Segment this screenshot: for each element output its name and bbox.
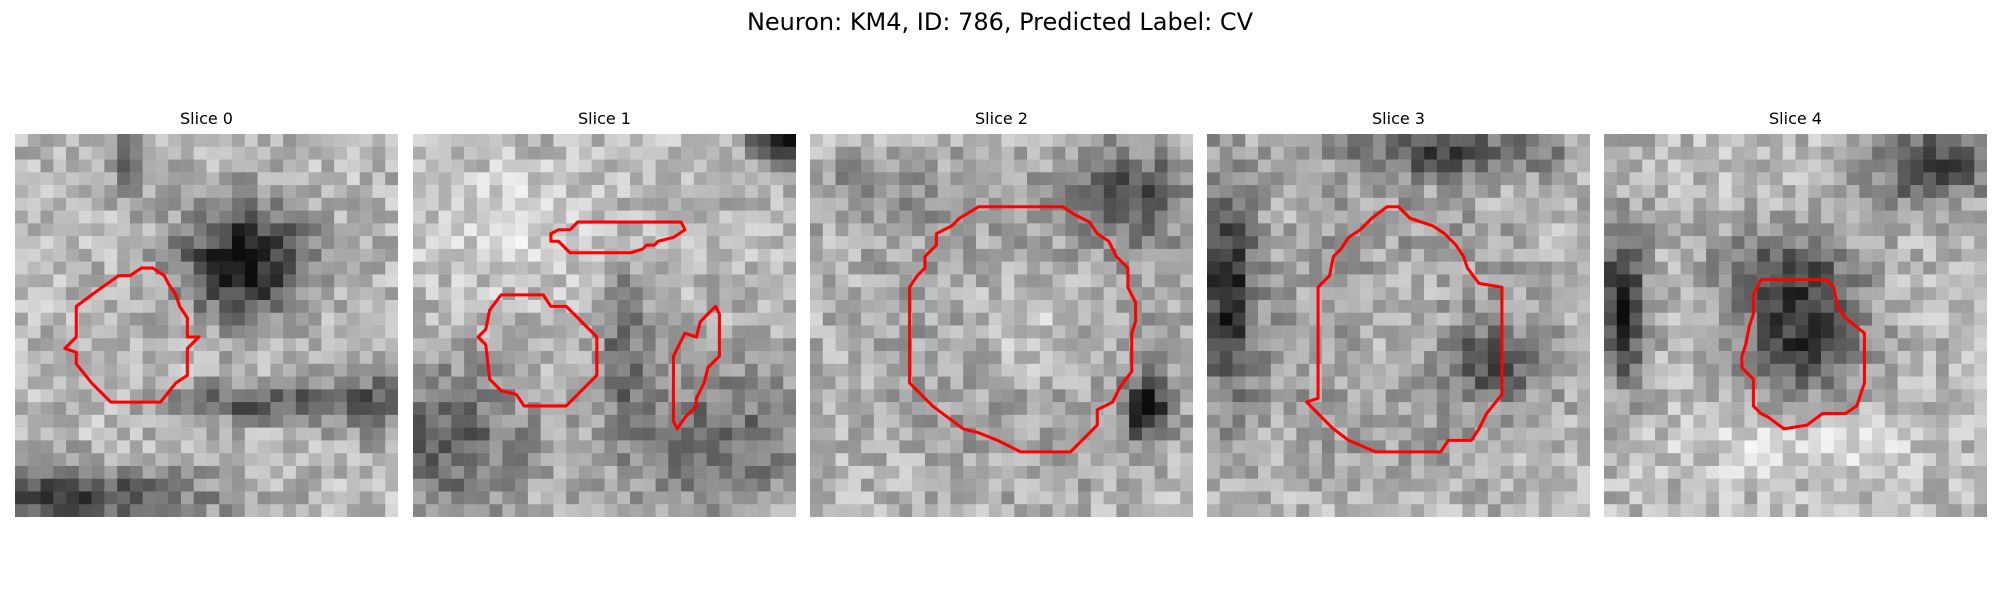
slice-1-svg xyxy=(413,134,796,517)
slice-4-image xyxy=(1604,134,1987,517)
slice-0-svg xyxy=(15,134,398,517)
slice-3-svg xyxy=(1207,134,1590,517)
panel-title-slice-4: Slice 4 xyxy=(1769,109,1822,128)
panel-title-slice-1: Slice 1 xyxy=(578,109,631,128)
slice-1-contour-1 xyxy=(476,293,599,408)
slice-4-contour-0 xyxy=(1740,278,1866,431)
slice-0-image xyxy=(15,134,398,517)
slice-0-contour-0 xyxy=(63,266,201,404)
slice-2-contour-0 xyxy=(908,205,1138,454)
figure-title: Neuron: KM4, ID: 786, Predicted Label: C… xyxy=(746,8,1254,36)
slice-2-svg xyxy=(810,134,1193,517)
slice-2-image xyxy=(810,134,1193,517)
panel-title-slice-0: Slice 0 xyxy=(180,109,233,128)
slice-1-image xyxy=(413,134,796,517)
slice-1-contour-0 xyxy=(549,220,687,255)
panel-title-slice-2: Slice 2 xyxy=(975,109,1028,128)
slice-3-image xyxy=(1207,134,1590,517)
slice-4-svg xyxy=(1604,134,1987,517)
slice-1-contour-2 xyxy=(671,304,721,431)
slice-3-contour-0 xyxy=(1305,205,1504,454)
panel-title-slice-3: Slice 3 xyxy=(1372,109,1425,128)
